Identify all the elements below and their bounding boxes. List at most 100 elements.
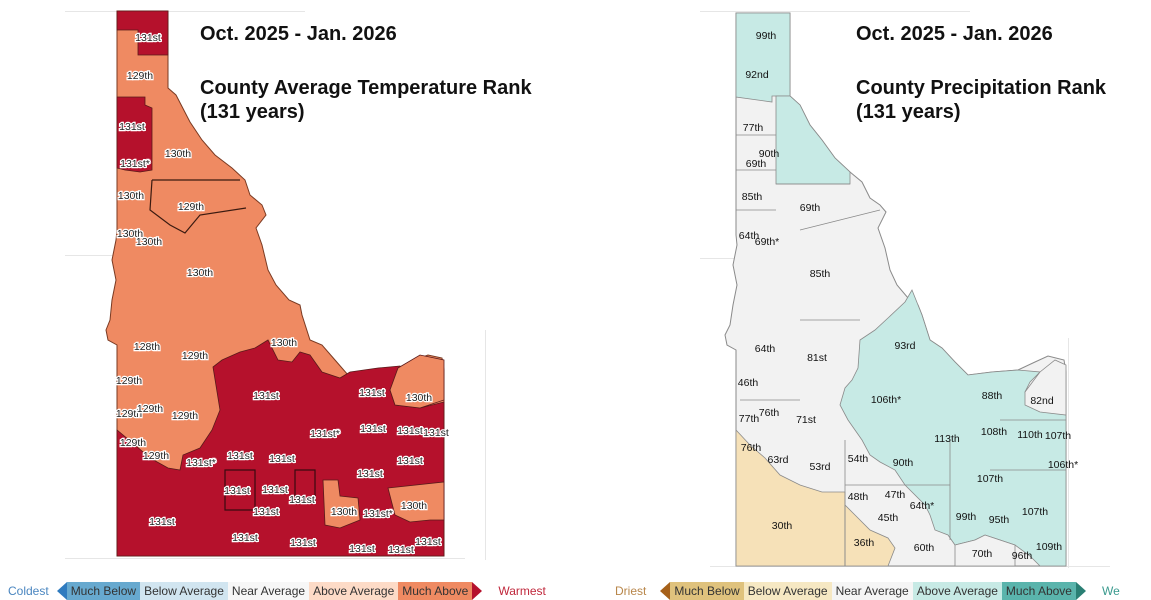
legend-right-arrow-icon xyxy=(472,582,483,600)
region-above-island-2 xyxy=(387,481,445,523)
grid-line xyxy=(65,11,305,12)
region-above-central-east xyxy=(839,289,1067,567)
precipitation-period-title: Oct. 2025 - Jan. 2026 xyxy=(856,23,1053,45)
county-rank-label: 131st xyxy=(360,423,386,435)
county-rank-label: 131st xyxy=(423,427,449,439)
legend-much-above: Much Above xyxy=(1001,582,1076,600)
county-rank-label: 130th xyxy=(117,228,143,240)
county-rank-label: 129th xyxy=(116,375,142,387)
county-rank-label: 96th xyxy=(1012,550,1033,562)
temperature-rank-map: 131st129th131st131st*130th130th129th130t… xyxy=(105,10,450,557)
precipitation-title-line1: County Precipitation Rank xyxy=(856,77,1107,99)
county-rank-label: 63rd xyxy=(767,454,788,466)
county-rank-label: 69th xyxy=(746,158,767,170)
county-rank-label: 129th xyxy=(172,410,198,422)
county-rank-label: 36th xyxy=(854,537,875,549)
county-rank-label: 131st* xyxy=(120,158,150,170)
precipitation-legend: Driest Much Below Below Average Near Ave… xyxy=(607,582,1128,600)
county-rank-label: 131st* xyxy=(310,428,340,440)
legend-below-average: Below Average xyxy=(140,582,228,600)
region-above-panhandle xyxy=(775,95,851,185)
county-rank-label: 130th xyxy=(136,236,162,248)
legend-much-below: Much Below xyxy=(66,582,141,600)
county-rank-label: 30th xyxy=(772,520,793,532)
county-rank-label: 131st xyxy=(289,494,315,506)
county-rank-label: 130th xyxy=(271,337,297,349)
county-rank-label: 131st xyxy=(227,450,253,462)
county-rank-label: 130th xyxy=(406,392,432,404)
county-rank-label: 131st xyxy=(357,468,383,480)
county-rank-label: 85th xyxy=(742,191,763,203)
region-near-south xyxy=(954,534,1016,567)
county-rank-label: 131st* xyxy=(186,457,216,469)
county-rank-label: 129th xyxy=(116,408,142,420)
county-rank-label: 107th xyxy=(1045,430,1071,442)
region-above-island-1 xyxy=(322,479,361,529)
county-rank-label: 130th xyxy=(165,148,191,160)
county-rank-label: 130th xyxy=(331,506,357,518)
county-rank-label: 60th xyxy=(914,542,935,554)
county-rank-label: 131st xyxy=(397,425,423,437)
county-rank-label: 110th xyxy=(1017,429,1043,441)
county-rank-label: 45th xyxy=(878,512,899,524)
county-rank-label: 71st xyxy=(796,414,816,426)
county-rank-label: 131st xyxy=(119,121,145,133)
county-rank-label: 53rd xyxy=(809,461,830,473)
legend-near-average: Near Average xyxy=(227,582,310,600)
grid-line xyxy=(1068,338,1069,568)
county-rank-label: 106th* xyxy=(1048,459,1078,471)
county-rank-label: 131st* xyxy=(363,508,393,520)
county-rank-label: 76th xyxy=(759,407,780,419)
county-rank-label: 77th xyxy=(743,122,764,134)
temperature-title-line1: County Average Temperature Rank xyxy=(200,77,532,99)
county-rank-label: 109th xyxy=(1036,541,1062,553)
county-rank-label: 129th xyxy=(137,403,163,415)
precipitation-rank-map: 99th92nd77th69th90th85th69th64th69th*85t… xyxy=(724,12,1078,567)
region-much-above-upper xyxy=(116,96,153,173)
county-rank-label: 70th xyxy=(972,548,993,560)
county-rank-label: 131st xyxy=(397,455,423,467)
county-rank-label: 131st xyxy=(262,484,288,496)
county-rank-label: 131st xyxy=(415,536,441,548)
legend-above-average: Above Average xyxy=(912,582,1002,600)
county-rank-label: 131st xyxy=(269,453,295,465)
county-rank-label: 131st xyxy=(359,387,385,399)
county-rank-label: 90th xyxy=(759,148,780,160)
county-rank-label: 81st xyxy=(807,352,827,364)
grid-line xyxy=(700,11,970,12)
county-rank-label: 131st xyxy=(253,390,279,402)
county-rank-label: 88th xyxy=(982,390,1003,402)
temperature-legend: Coldest Much Below Below Average Near Av… xyxy=(0,582,554,600)
county-rank-label: 99th xyxy=(756,30,777,42)
legend-below-average: Below Average xyxy=(743,582,832,600)
grid-line xyxy=(65,255,113,256)
county-rank-label: 107th xyxy=(1022,506,1048,518)
county-rank-label: 47th xyxy=(885,489,906,501)
county-rank-label: 131st xyxy=(388,544,414,556)
county-rank-label: 130th xyxy=(401,500,427,512)
county-rank-label: 129th xyxy=(127,70,153,82)
county-rank-label: 131st xyxy=(290,537,316,549)
county-rank-label: 129th xyxy=(143,450,169,462)
county-rank-label: 129th xyxy=(178,201,204,213)
county-rank-label: 129th xyxy=(182,350,208,362)
county-rank-label: 131st xyxy=(349,543,375,555)
region-near-se xyxy=(1024,359,1067,416)
county-rank-label: 69th* xyxy=(755,236,780,248)
region-above-north xyxy=(735,12,791,103)
county-rank-label: 69th xyxy=(800,202,821,214)
legend-above-average: Above Average xyxy=(309,582,399,600)
precipitation-title-line2: (131 years) xyxy=(856,101,961,123)
legend-much-above: Much Above xyxy=(398,582,473,600)
county-rank-label: 130th xyxy=(187,267,213,279)
county-rank-label: 64th xyxy=(739,230,760,242)
grid-line xyxy=(700,258,750,259)
region-above-island-3 xyxy=(389,354,445,409)
temperature-rank-panel: 131st 129th 131st 131st* 130th 130th 129th 130t… xyxy=(0,0,580,600)
county-rank-label: 82nd xyxy=(1030,395,1054,407)
county-rank-label: 90th xyxy=(893,457,914,469)
county-rank-label: 113th xyxy=(934,433,960,445)
county-rank-label: 92nd xyxy=(745,69,769,81)
grid-line xyxy=(485,330,486,560)
legend-driest-label: Driest xyxy=(615,584,647,598)
